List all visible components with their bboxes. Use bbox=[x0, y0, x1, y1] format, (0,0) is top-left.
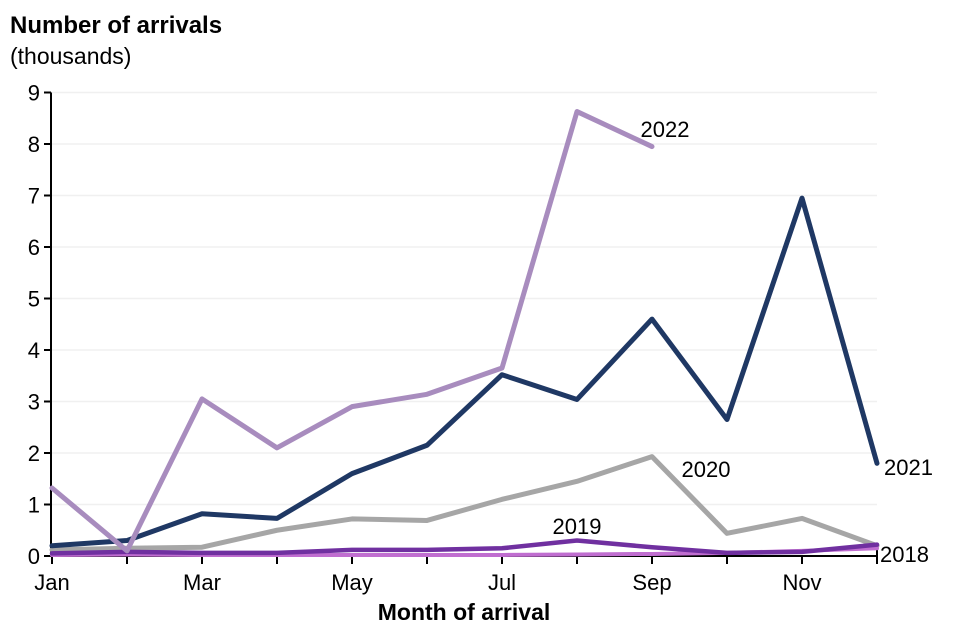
series-line-2020 bbox=[49, 454, 880, 553]
x-tick-label: May bbox=[331, 570, 373, 595]
y-tick-label: 9 bbox=[28, 81, 40, 106]
y-tick-label: 0 bbox=[28, 544, 40, 569]
series-label-2019: 2019 bbox=[553, 514, 602, 539]
series-line-2021 bbox=[49, 195, 880, 549]
x-tick-label: Jul bbox=[488, 570, 516, 595]
series-line-2019 bbox=[49, 538, 880, 556]
x-axis-title: Month of arrival bbox=[377, 599, 551, 625]
y-tick-label: 5 bbox=[28, 287, 40, 312]
series-label-2020: 2020 bbox=[682, 457, 731, 482]
series-label-2021: 2021 bbox=[884, 455, 933, 480]
y-tick-label: 7 bbox=[28, 184, 40, 209]
y-tick-label: 8 bbox=[28, 132, 40, 157]
series-label-2022: 2022 bbox=[641, 117, 690, 142]
y-tick-label: 3 bbox=[28, 390, 40, 415]
y-tick-label: 1 bbox=[28, 493, 40, 518]
chart-subtitle: (thousands) bbox=[10, 43, 132, 69]
x-tick-label: Mar bbox=[183, 570, 221, 595]
x-tick-label: Sep bbox=[632, 570, 671, 595]
y-tick-label: 2 bbox=[28, 441, 40, 466]
chart-title: Number of arrivals bbox=[10, 12, 223, 39]
series-label-2018: 2018 bbox=[880, 542, 929, 567]
y-tick-label: 6 bbox=[28, 235, 40, 260]
x-tick-label: Nov bbox=[782, 570, 821, 595]
y-tick-label: 4 bbox=[28, 338, 40, 363]
x-tick-label: Jan bbox=[34, 570, 69, 595]
series-line-2022 bbox=[49, 109, 655, 554]
